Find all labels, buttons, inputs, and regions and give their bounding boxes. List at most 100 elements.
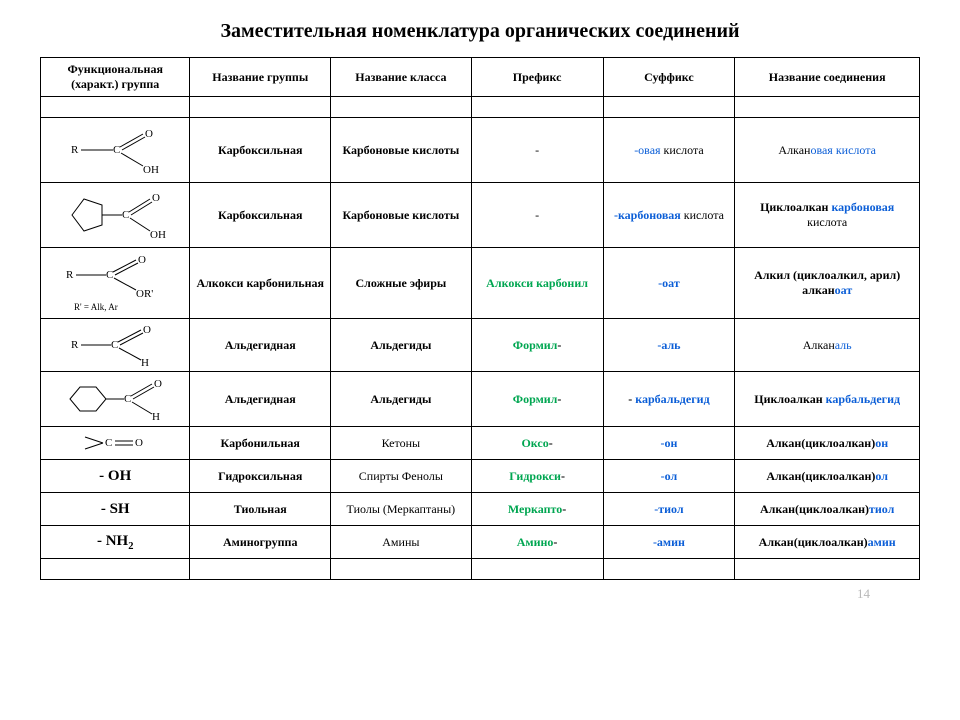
svg-text:O: O bbox=[143, 324, 151, 336]
prefix: Алкокси карбонил bbox=[471, 248, 603, 319]
structure-cycloalkane-cooh: C O OH bbox=[60, 187, 170, 243]
prefix: Оксо- bbox=[471, 427, 603, 460]
col-class-name: Название класса bbox=[331, 58, 472, 97]
col-group-name: Название группы bbox=[190, 58, 331, 97]
svg-text:O: O bbox=[135, 437, 143, 449]
table-row: R C O OH Карбоксильная Карбоновые кислот… bbox=[41, 118, 920, 183]
structure-cell: R C O H bbox=[41, 319, 190, 372]
svg-text:C: C bbox=[113, 144, 120, 156]
structure-ester: R C O OR' R' = Alk, Ar bbox=[60, 252, 170, 314]
class-name: Альдегиды bbox=[331, 319, 472, 372]
group-name: Карбоксильная bbox=[190, 183, 331, 248]
class-name: Сложные эфиры bbox=[331, 248, 472, 319]
col-prefix: Префикс bbox=[471, 58, 603, 97]
compound: Алканаль bbox=[735, 319, 920, 372]
prefix: Формил- bbox=[471, 372, 603, 427]
compound: Циклоалкан карбоновая кислота bbox=[735, 183, 920, 248]
col-compound: Название соединения bbox=[735, 58, 920, 97]
table-row: R C O H Альдегидная Альдегиды Формил- -а… bbox=[41, 319, 920, 372]
structure-cell: C O bbox=[41, 427, 190, 460]
structure-cyclo-aldehyde: C O H bbox=[60, 376, 170, 422]
svg-text:O: O bbox=[152, 192, 160, 204]
group-name: Алкокси карбонильная bbox=[190, 248, 331, 319]
group-name: Тиольная bbox=[190, 493, 331, 526]
structure-cell: - NH2 bbox=[41, 526, 190, 559]
prefix: - bbox=[471, 183, 603, 248]
table-row: - SH Тиольная Тиолы (Меркаптаны) Меркапт… bbox=[41, 493, 920, 526]
svg-text:OR': OR' bbox=[136, 288, 153, 300]
suffix: -овая кислота bbox=[603, 118, 735, 183]
svg-text:H: H bbox=[152, 411, 160, 422]
suffix: -тиол bbox=[603, 493, 735, 526]
class-name: Кетоны bbox=[331, 427, 472, 460]
table-row-blank bbox=[41, 97, 920, 118]
table-row: C O OH Карбоксильная Карбоновые кислоты … bbox=[41, 183, 920, 248]
svg-text:O: O bbox=[154, 378, 162, 390]
svg-text:C: C bbox=[122, 209, 129, 221]
col-suffix: Суффикс bbox=[603, 58, 735, 97]
svg-text:R: R bbox=[71, 339, 79, 351]
class-name: Альдегиды bbox=[331, 372, 472, 427]
prefix: Формил- bbox=[471, 319, 603, 372]
compound: Алкан(циклоалкан)он bbox=[735, 427, 920, 460]
compound: Алкан(циклоалкан)ол bbox=[735, 460, 920, 493]
svg-text:H: H bbox=[141, 357, 149, 367]
table-row: - NH2 Аминогруппа Амины Амино- -амин Алк… bbox=[41, 526, 920, 559]
class-name: Спирты Фенолы bbox=[331, 460, 472, 493]
suffix: -карбоновая кислота bbox=[603, 183, 735, 248]
svg-text:OH: OH bbox=[143, 164, 159, 175]
suffix: - карбальдегид bbox=[603, 372, 735, 427]
suffix: -амин bbox=[603, 526, 735, 559]
svg-text:O: O bbox=[145, 128, 153, 140]
suffix: -аль bbox=[603, 319, 735, 372]
svg-text:C: C bbox=[124, 393, 131, 405]
table-header: Функциональная (характ.) группа Название… bbox=[41, 58, 920, 97]
prefix: Меркапто- bbox=[471, 493, 603, 526]
group-name: Альдегидная bbox=[190, 372, 331, 427]
structure-cell: - SH bbox=[41, 493, 190, 526]
compound: Алкан(циклоалкан)тиол bbox=[735, 493, 920, 526]
structure-cell: - OH bbox=[41, 460, 190, 493]
svg-text:C: C bbox=[111, 339, 118, 351]
class-name: Амины bbox=[331, 526, 472, 559]
suffix: -ол bbox=[603, 460, 735, 493]
page: Заместительная номенклатура органических… bbox=[0, 0, 960, 612]
table-row: - OH Гидроксильная Спирты Фенолы Гидрокс… bbox=[41, 460, 920, 493]
group-name: Карбоксильная bbox=[190, 118, 331, 183]
suffix: -оат bbox=[603, 248, 735, 319]
structure-cell: C O H bbox=[41, 372, 190, 427]
svg-text:R: R bbox=[71, 144, 79, 156]
structure-rcooh: R C O OH bbox=[65, 125, 165, 175]
structure-ketone: C O bbox=[75, 431, 155, 455]
group-name: Аминогруппа bbox=[190, 526, 331, 559]
structure-cell: C O OH bbox=[41, 183, 190, 248]
svg-text:C: C bbox=[106, 269, 113, 281]
table-row: R C O OR' R' = Alk, Ar Алкокси карбониль… bbox=[41, 248, 920, 319]
prefix: Амино- bbox=[471, 526, 603, 559]
structure-cell: R C O OH bbox=[41, 118, 190, 183]
page-title: Заместительная номенклатура органических… bbox=[40, 20, 920, 43]
prefix: Гидрокси- bbox=[471, 460, 603, 493]
group-name: Карбонильная bbox=[190, 427, 331, 460]
group-name: Гидроксильная bbox=[190, 460, 331, 493]
svg-text:OH: OH bbox=[150, 229, 166, 241]
svg-text:R' = Alk, Ar: R' = Alk, Ar bbox=[74, 302, 118, 312]
compound: Алкил (циклоалкил, арил) алканоат bbox=[735, 248, 920, 319]
structure-aldehyde: R C O H bbox=[65, 323, 165, 367]
table-row: C O H Альдегидная Альдегиды Формил- - ка… bbox=[41, 372, 920, 427]
page-number: 14 bbox=[40, 586, 920, 602]
class-name: Карбоновые кислоты bbox=[331, 183, 472, 248]
compound: Алкан(циклоалкан)амин bbox=[735, 526, 920, 559]
table-row-blank bbox=[41, 559, 920, 580]
svg-text:O: O bbox=[138, 254, 146, 266]
class-name: Тиолы (Меркаптаны) bbox=[331, 493, 472, 526]
structure-cell: R C O OR' R' = Alk, Ar bbox=[41, 248, 190, 319]
group-name: Альдегидная bbox=[190, 319, 331, 372]
table-row: C O Карбонильная Кетоны Оксо- -он Алкан(… bbox=[41, 427, 920, 460]
compound: Циклоалкан карбальдегид bbox=[735, 372, 920, 427]
compound: Алкановая кислота bbox=[735, 118, 920, 183]
col-func-group: Функциональная (характ.) группа bbox=[41, 58, 190, 97]
nomenclature-table: Функциональная (характ.) группа Название… bbox=[40, 57, 920, 580]
svg-text:R: R bbox=[66, 269, 74, 281]
prefix: - bbox=[471, 118, 603, 183]
